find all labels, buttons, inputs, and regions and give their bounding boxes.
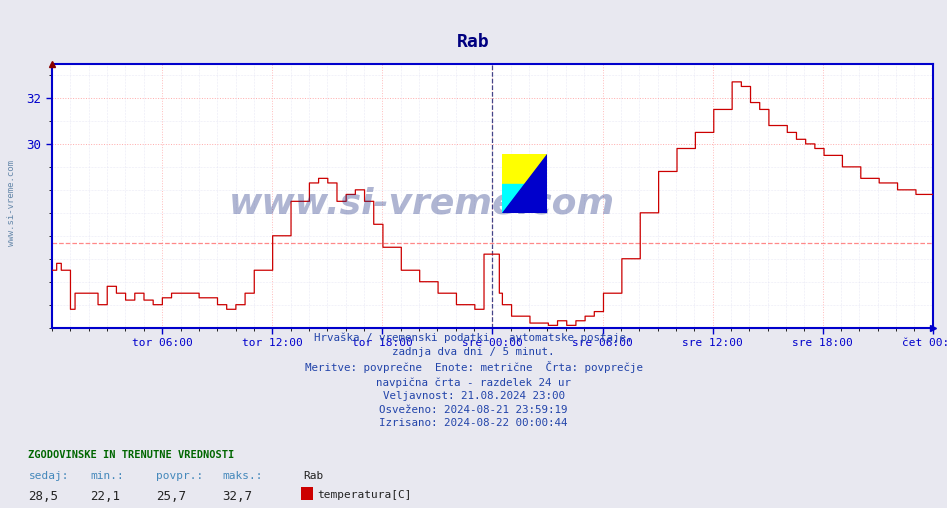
- Text: ZGODOVINSKE IN TRENUTNE VREDNOSTI: ZGODOVINSKE IN TRENUTNE VREDNOSTI: [28, 450, 235, 460]
- Text: www.si-vreme.com: www.si-vreme.com: [229, 186, 615, 220]
- Text: maks.:: maks.:: [223, 471, 263, 482]
- Text: Rab: Rab: [303, 471, 323, 482]
- Text: Hrvaška / vremenski podatki - avtomatske postaje.
zadnja dva dni / 5 minut.
Meri: Hrvaška / vremenski podatki - avtomatske…: [305, 333, 642, 428]
- Text: www.si-vreme.com: www.si-vreme.com: [7, 160, 16, 246]
- Text: sedaj:: sedaj:: [28, 471, 69, 482]
- Text: 32,7: 32,7: [223, 490, 253, 503]
- Polygon shape: [502, 154, 547, 213]
- Text: 28,5: 28,5: [28, 490, 59, 503]
- Text: Rab: Rab: [457, 33, 490, 51]
- Text: 25,7: 25,7: [156, 490, 187, 503]
- Polygon shape: [502, 183, 547, 213]
- Text: 22,1: 22,1: [90, 490, 120, 503]
- Polygon shape: [502, 154, 547, 183]
- Text: min.:: min.:: [90, 471, 124, 482]
- Text: povpr.:: povpr.:: [156, 471, 204, 482]
- Text: temperatura[C]: temperatura[C]: [317, 490, 412, 500]
